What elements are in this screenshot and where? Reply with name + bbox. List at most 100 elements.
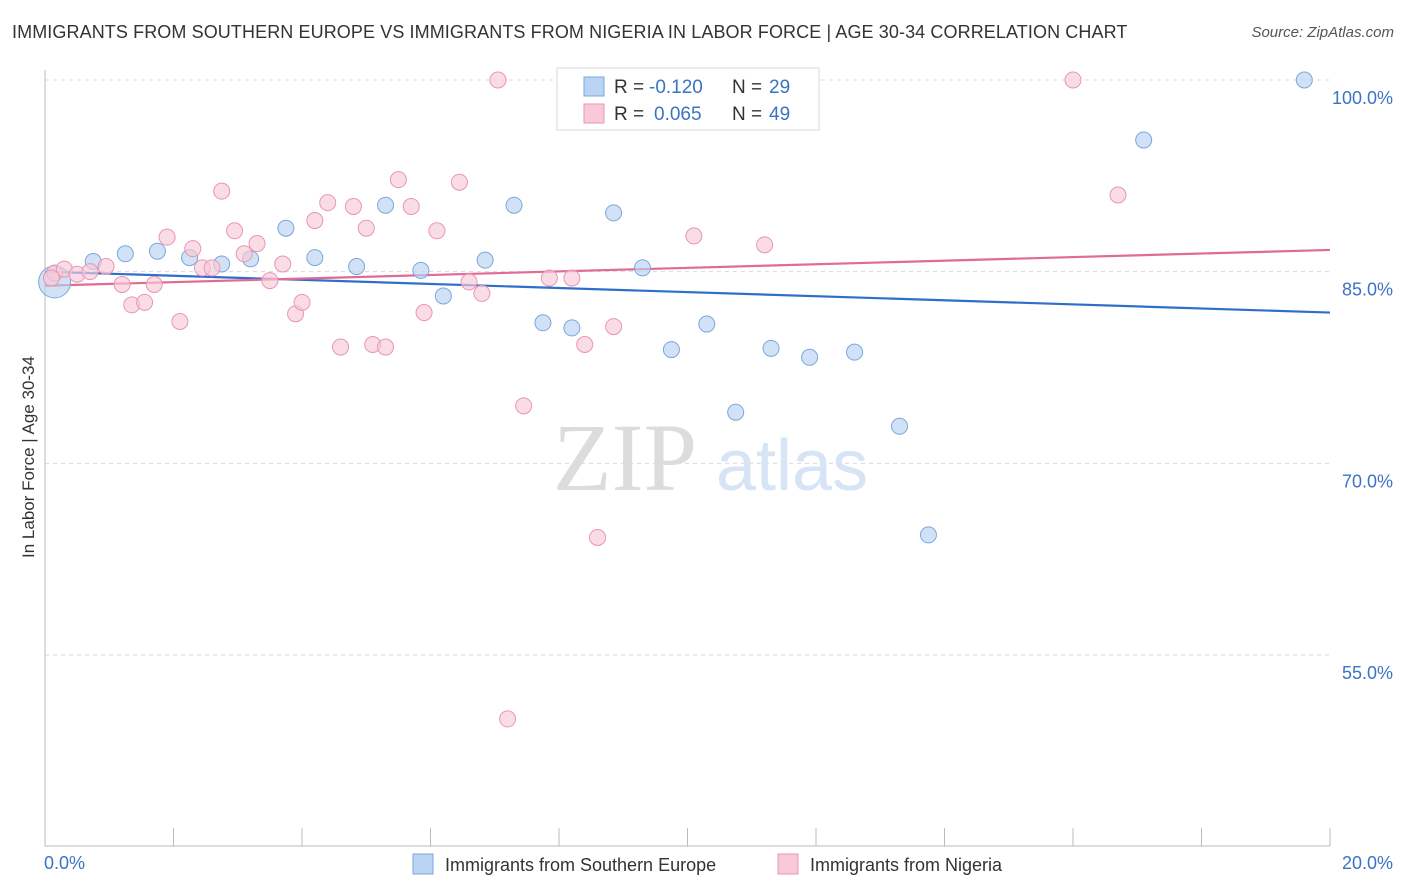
data-points — [38, 71, 1313, 728]
y-tick-labels: 55.0% 70.0% 85.0% 100.0% — [1332, 88, 1393, 683]
data-point-pink — [113, 275, 131, 293]
data-point-pink — [415, 304, 433, 322]
data-point-blue — [277, 219, 295, 237]
axes — [44, 70, 1331, 847]
data-point-pink — [428, 222, 446, 240]
data-point-pink — [332, 338, 350, 356]
data-point-blue — [563, 319, 581, 337]
data-point-pink — [685, 227, 703, 245]
data-point-blue — [698, 315, 716, 333]
y-tick-label: 85.0% — [1342, 280, 1393, 300]
data-point-pink — [589, 528, 607, 546]
data-point-blue — [634, 259, 652, 277]
data-point-pink — [389, 171, 407, 189]
x-tick-label-max: 20.0% — [1342, 853, 1393, 873]
data-point-pink — [357, 219, 375, 237]
data-point-pink — [248, 235, 266, 253]
y-tick-label: 55.0% — [1342, 663, 1393, 683]
data-point-blue — [891, 417, 909, 435]
data-point-pink — [460, 273, 478, 291]
trend-line-pink — [44, 248, 1331, 287]
data-point-pink — [344, 198, 362, 215]
source-credit: Source: ZipAtlas.com — [1251, 24, 1394, 41]
data-point-blue — [412, 261, 430, 279]
data-point-pink — [473, 284, 491, 302]
data-point-pink — [293, 293, 311, 311]
legend-swatch-blue — [583, 76, 605, 97]
data-point-pink — [136, 293, 154, 311]
data-point-pink — [42, 269, 60, 287]
data-point-blue — [1295, 71, 1313, 89]
legend-r-value-pink: 0.065 — [654, 104, 702, 125]
trend-line-blue — [44, 270, 1331, 314]
legend-swatch-pink — [583, 103, 605, 124]
bottom-legend: Immigrants from Southern Europe Immigran… — [412, 853, 1003, 875]
data-point-blue — [605, 204, 623, 222]
data-point-blue — [846, 343, 864, 361]
data-point-blue — [505, 196, 523, 214]
x-tick-label-min: 0.0% — [44, 853, 85, 873]
data-point-pink — [235, 245, 253, 263]
trend-lines — [44, 248, 1331, 314]
chart-title: IMMIGRANTS FROM SOUTHERN EUROPE VS IMMIG… — [12, 22, 1128, 42]
data-point-pink — [499, 710, 517, 728]
data-point-pink — [402, 198, 420, 215]
bottom-legend-label-pink: Immigrants from Nigeria — [810, 855, 1003, 875]
data-point-pink — [756, 236, 774, 254]
legend-n-label-pink: N = — [732, 104, 762, 125]
data-point-pink — [489, 71, 507, 89]
y-tick-label: 70.0% — [1342, 471, 1393, 491]
bottom-legend-swatch-blue — [412, 853, 434, 875]
legend-r-label-blue: R = — [614, 77, 644, 98]
legend-r-value-blue: -0.120 — [649, 77, 703, 98]
data-point-pink — [605, 318, 623, 336]
data-point-blue — [116, 245, 134, 263]
data-point-blue — [476, 251, 494, 269]
data-point-pink — [450, 173, 468, 191]
data-point-blue — [801, 348, 819, 366]
data-point-pink — [306, 212, 324, 230]
data-point-blue — [762, 339, 780, 357]
data-point-pink — [377, 338, 395, 356]
legend-n-value-pink: 49 — [769, 104, 790, 125]
legend-r-label-pink: R = — [614, 104, 644, 125]
data-point-pink — [213, 182, 231, 200]
data-point-pink — [145, 275, 163, 293]
data-point-pink — [81, 263, 99, 281]
data-point-pink — [158, 228, 176, 246]
data-point-pink — [184, 240, 202, 258]
bottom-legend-label-blue: Immigrants from Southern Europe — [445, 855, 716, 875]
legend-n-value-blue: 29 — [769, 77, 790, 98]
data-point-pink — [1109, 186, 1127, 204]
data-point-blue — [148, 242, 166, 260]
grid-lines — [45, 79, 1330, 656]
data-point-blue — [348, 258, 366, 276]
data-point-blue — [534, 314, 552, 332]
bottom-legend-swatch-pink — [777, 853, 799, 875]
data-point-pink — [319, 194, 337, 212]
watermark-atlas: atlas — [716, 426, 868, 506]
data-point-pink — [203, 259, 221, 277]
data-point-pink — [576, 336, 594, 353]
data-point-pink — [97, 258, 115, 276]
watermark: ZIP atlas — [553, 404, 868, 511]
data-point-pink — [261, 272, 279, 290]
data-point-blue — [919, 526, 937, 544]
data-point-blue — [434, 287, 452, 305]
data-point-pink — [1064, 71, 1082, 89]
data-point-pink — [540, 269, 558, 287]
legend: R = -0.120 N = 29 R = 0.065 N = 49 — [556, 67, 820, 131]
y-axis-label: In Labor Force | Age 30-34 — [19, 356, 38, 558]
data-point-blue — [306, 249, 324, 267]
legend-n-label-blue: N = — [732, 77, 762, 98]
data-point-blue — [1135, 131, 1153, 149]
data-point-blue — [662, 341, 680, 359]
data-point-pink — [515, 397, 533, 415]
data-point-pink — [274, 255, 292, 273]
data-point-pink — [563, 269, 581, 287]
y-tick-label: 100.0% — [1332, 88, 1393, 108]
watermark-zip: ZIP — [553, 404, 697, 511]
data-point-blue — [727, 403, 745, 421]
data-point-pink — [226, 222, 244, 240]
